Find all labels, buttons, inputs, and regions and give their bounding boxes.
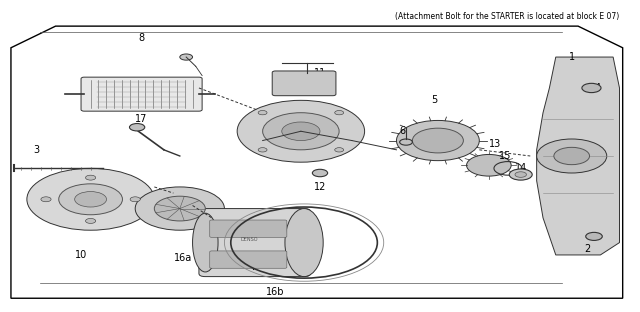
Text: 8: 8 [138,33,145,43]
Circle shape [129,124,145,131]
Circle shape [75,192,106,207]
Text: 9: 9 [193,232,199,241]
Circle shape [86,175,96,180]
Circle shape [86,218,96,223]
Circle shape [537,139,607,173]
Circle shape [515,172,527,177]
Text: 11: 11 [314,67,326,77]
Circle shape [154,196,205,221]
Circle shape [554,147,589,165]
Polygon shape [537,57,620,255]
Circle shape [335,110,344,115]
Circle shape [509,169,532,180]
Circle shape [586,232,602,241]
Text: 7: 7 [250,262,256,272]
Circle shape [135,187,225,230]
Text: 2: 2 [584,244,591,254]
Circle shape [412,128,463,153]
Text: 4: 4 [594,83,600,93]
Circle shape [27,168,154,230]
Circle shape [258,110,267,115]
FancyBboxPatch shape [210,220,287,237]
Text: 12: 12 [314,182,326,192]
Circle shape [467,154,511,176]
Ellipse shape [193,213,218,272]
Text: 5: 5 [431,95,438,105]
Text: 14: 14 [515,163,527,173]
Circle shape [130,197,140,202]
Circle shape [237,100,365,162]
Text: 16a: 16a [174,253,192,263]
Circle shape [312,169,328,177]
Circle shape [335,148,344,152]
FancyBboxPatch shape [81,77,202,111]
Circle shape [258,148,267,152]
Circle shape [41,197,51,202]
Text: (Attachment Bolt for the STARTER is located at block E 07): (Attachment Bolt for the STARTER is loca… [396,12,620,22]
Circle shape [59,184,122,215]
Circle shape [399,139,412,145]
Text: 6: 6 [400,126,406,136]
Circle shape [396,120,479,161]
Circle shape [180,54,193,60]
Text: 3: 3 [33,145,40,155]
FancyBboxPatch shape [199,208,310,277]
Ellipse shape [285,208,323,277]
Text: DENSO: DENSO [241,237,259,242]
Circle shape [582,83,601,93]
Text: 15: 15 [499,151,511,161]
Text: 16b: 16b [266,287,285,297]
Text: 1: 1 [569,52,575,62]
FancyBboxPatch shape [272,71,336,96]
Text: 10: 10 [75,250,87,260]
FancyBboxPatch shape [210,251,287,268]
Circle shape [282,122,320,140]
Text: 13: 13 [489,139,501,149]
Text: 17: 17 [136,114,148,124]
Circle shape [262,113,339,150]
